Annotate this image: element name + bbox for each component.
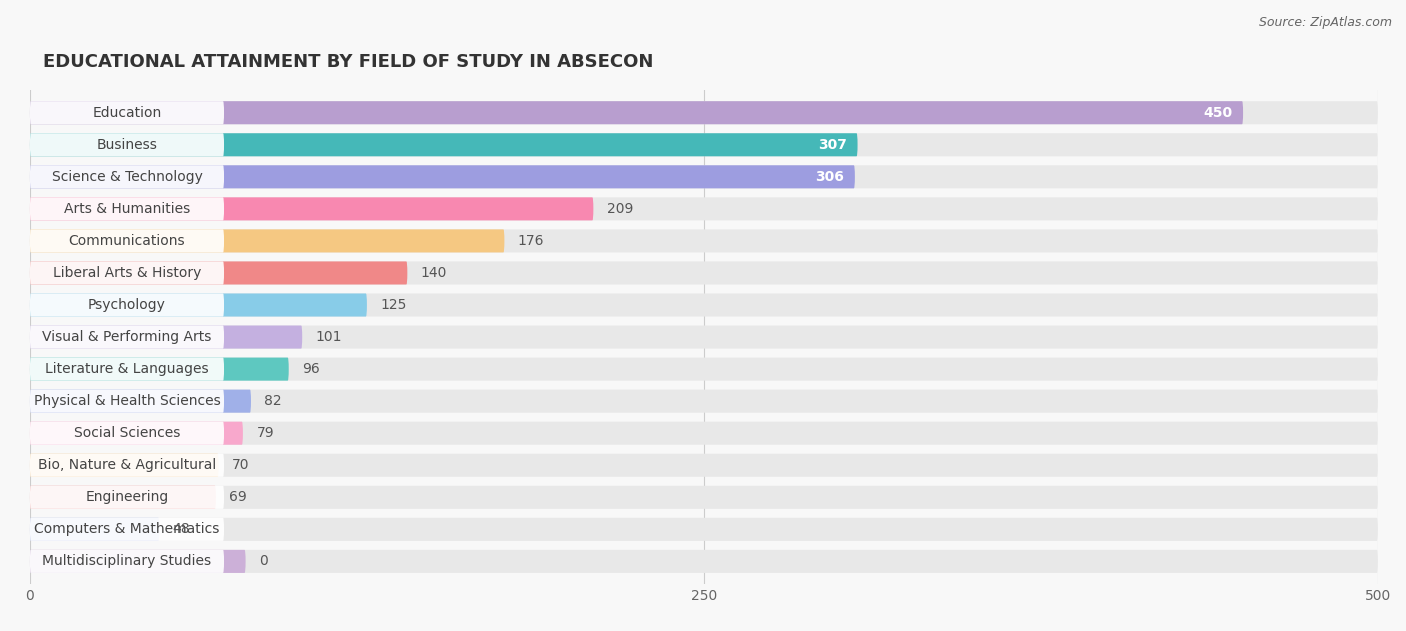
FancyBboxPatch shape xyxy=(30,165,224,189)
FancyBboxPatch shape xyxy=(30,454,1378,477)
FancyBboxPatch shape xyxy=(30,101,1243,124)
FancyBboxPatch shape xyxy=(30,454,219,477)
Text: Arts & Humanities: Arts & Humanities xyxy=(63,202,190,216)
Text: Business: Business xyxy=(97,138,157,152)
Text: Source: ZipAtlas.com: Source: ZipAtlas.com xyxy=(1258,16,1392,29)
FancyBboxPatch shape xyxy=(30,326,224,348)
FancyBboxPatch shape xyxy=(30,486,217,509)
Text: Communications: Communications xyxy=(69,234,186,248)
FancyBboxPatch shape xyxy=(30,518,224,541)
FancyBboxPatch shape xyxy=(30,550,246,573)
FancyBboxPatch shape xyxy=(30,261,1378,285)
Text: 450: 450 xyxy=(1204,106,1232,120)
Text: Multidisciplinary Studies: Multidisciplinary Studies xyxy=(42,555,211,569)
FancyBboxPatch shape xyxy=(30,133,224,156)
FancyBboxPatch shape xyxy=(30,230,1378,252)
FancyBboxPatch shape xyxy=(30,358,288,380)
FancyBboxPatch shape xyxy=(30,230,224,252)
FancyBboxPatch shape xyxy=(30,389,1378,413)
Text: 0: 0 xyxy=(259,555,267,569)
Text: Literature & Languages: Literature & Languages xyxy=(45,362,208,376)
FancyBboxPatch shape xyxy=(30,101,1378,124)
FancyBboxPatch shape xyxy=(30,261,408,285)
Text: Bio, Nature & Agricultural: Bio, Nature & Agricultural xyxy=(38,458,217,472)
Text: 48: 48 xyxy=(173,522,190,536)
FancyBboxPatch shape xyxy=(30,486,224,509)
FancyBboxPatch shape xyxy=(30,198,224,220)
Text: Visual & Performing Arts: Visual & Performing Arts xyxy=(42,330,212,344)
Text: 209: 209 xyxy=(607,202,633,216)
FancyBboxPatch shape xyxy=(30,293,224,317)
Text: 96: 96 xyxy=(302,362,321,376)
FancyBboxPatch shape xyxy=(30,422,224,445)
Text: Engineering: Engineering xyxy=(86,490,169,504)
Text: Science & Technology: Science & Technology xyxy=(52,170,202,184)
FancyBboxPatch shape xyxy=(30,165,1378,189)
Text: 306: 306 xyxy=(815,170,844,184)
FancyBboxPatch shape xyxy=(30,293,1378,317)
FancyBboxPatch shape xyxy=(30,326,1378,348)
FancyBboxPatch shape xyxy=(30,518,159,541)
FancyBboxPatch shape xyxy=(30,133,858,156)
FancyBboxPatch shape xyxy=(30,550,224,573)
Text: Psychology: Psychology xyxy=(89,298,166,312)
Text: 101: 101 xyxy=(316,330,342,344)
Text: 69: 69 xyxy=(229,490,247,504)
FancyBboxPatch shape xyxy=(30,133,1378,156)
FancyBboxPatch shape xyxy=(30,198,1378,220)
Text: 176: 176 xyxy=(517,234,544,248)
Text: Liberal Arts & History: Liberal Arts & History xyxy=(53,266,201,280)
FancyBboxPatch shape xyxy=(30,486,1378,509)
FancyBboxPatch shape xyxy=(30,454,224,477)
FancyBboxPatch shape xyxy=(30,518,1378,541)
Text: 79: 79 xyxy=(256,426,274,440)
FancyBboxPatch shape xyxy=(30,422,1378,445)
FancyBboxPatch shape xyxy=(30,550,1378,573)
FancyBboxPatch shape xyxy=(30,326,302,348)
FancyBboxPatch shape xyxy=(30,358,224,380)
FancyBboxPatch shape xyxy=(30,389,224,413)
FancyBboxPatch shape xyxy=(30,389,252,413)
FancyBboxPatch shape xyxy=(30,422,243,445)
FancyBboxPatch shape xyxy=(30,230,505,252)
Text: EDUCATIONAL ATTAINMENT BY FIELD OF STUDY IN ABSECON: EDUCATIONAL ATTAINMENT BY FIELD OF STUDY… xyxy=(44,52,654,71)
FancyBboxPatch shape xyxy=(30,198,593,220)
Text: Computers & Mathematics: Computers & Mathematics xyxy=(34,522,219,536)
FancyBboxPatch shape xyxy=(30,261,224,285)
Text: 82: 82 xyxy=(264,394,283,408)
Text: Social Sciences: Social Sciences xyxy=(73,426,180,440)
Text: 307: 307 xyxy=(818,138,846,152)
FancyBboxPatch shape xyxy=(30,165,855,189)
FancyBboxPatch shape xyxy=(30,101,224,124)
Text: 70: 70 xyxy=(232,458,250,472)
Text: Education: Education xyxy=(93,106,162,120)
Text: 125: 125 xyxy=(381,298,406,312)
FancyBboxPatch shape xyxy=(30,358,1378,380)
Text: 140: 140 xyxy=(420,266,447,280)
Text: Physical & Health Sciences: Physical & Health Sciences xyxy=(34,394,221,408)
FancyBboxPatch shape xyxy=(30,293,367,317)
